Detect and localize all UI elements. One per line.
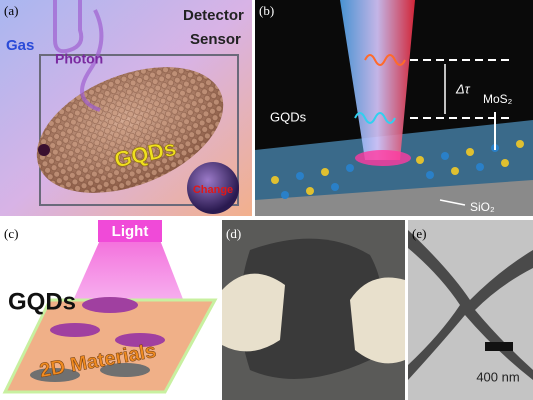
panel-label: (a) [4,3,18,18]
particle [38,144,50,156]
light-label: Light [112,223,149,240]
detector-label: Detector [183,7,244,24]
gqd-disk [100,363,150,377]
gqd-film [240,238,383,379]
detector-frame [39,54,239,206]
panel-label: (d) [226,226,241,241]
sio2-label: SiO₂ [470,200,495,214]
sensor-label: Sensor [190,31,241,48]
change-sphere [187,162,239,214]
panel-label: (b) [259,3,274,18]
beam-spot [355,150,411,166]
gqds-label: GQDs [112,135,178,172]
light-source [98,220,162,242]
mos2-label: MoS₂ [483,92,513,106]
gqd-disk [115,333,165,347]
glove [350,277,405,364]
gas-label: Gas [6,37,34,54]
panel-a: (a) Gas Photon Detector Sensor GQDs Chan… [0,0,252,216]
panel-label: (c) [4,226,18,241]
gqd-disk [82,297,138,313]
panel-b: (b) Δτ GQDs MoS₂ SiO₂ [255,0,533,216]
lattice [271,140,524,199]
panel-label: (e) [412,226,426,241]
panel-e: (e) 400 nm [408,220,533,400]
photon-label: Photon [55,51,103,67]
change-label: Change [193,184,233,196]
photon-path [53,0,104,112]
light-beam [340,0,415,160]
panel-c: (c) Light GQDs 2D Materials [2,220,218,394]
delta-tau-label: Δτ [455,81,471,96]
gqds-label: GQDs [8,288,76,315]
scale-label: 400 nm [476,369,519,384]
gqd-disk [30,368,80,382]
glove [222,273,285,352]
sio2-arrow [439,199,466,206]
wave [364,54,406,66]
gqds-label: GQDs [270,109,307,124]
gqd-disk [50,323,100,337]
panel-d: (d) [222,220,405,400]
wave [354,112,396,124]
scale-bar [485,342,513,351]
